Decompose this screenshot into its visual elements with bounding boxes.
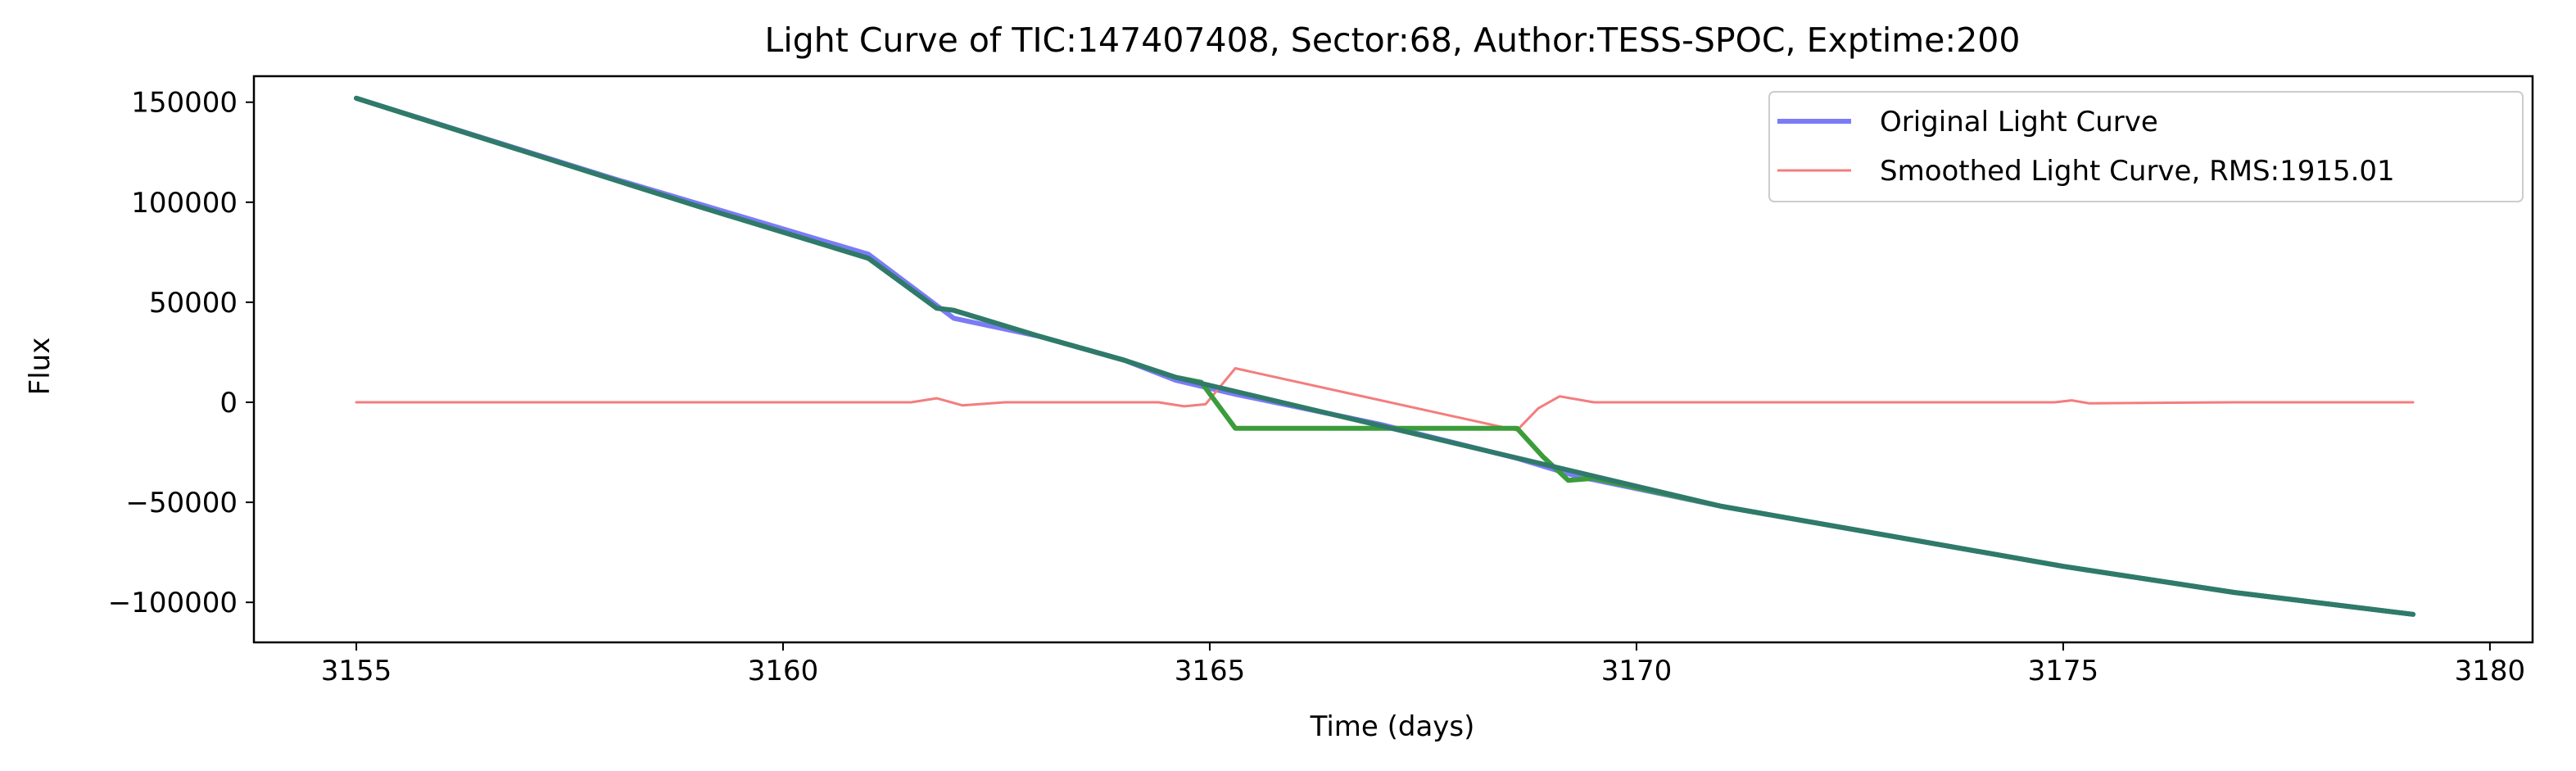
y-tick-label: 0	[220, 387, 238, 420]
legend-label: Smoothed Light Curve, RMS:1915.01	[1880, 155, 2395, 188]
axes-layer: 3155 3160 3165 3170 3175 3180 150000 100000 5000…	[108, 75, 2534, 687]
chart-title: Light Curve of TIC:147407408, Sector:68,…	[765, 20, 2021, 60]
legend: Original Light Curve Smoothed Light Curve…	[1768, 91, 2524, 202]
x-tick-label: 3175	[2028, 655, 2099, 687]
y-tick-label: 150000	[131, 87, 238, 120]
x-axis-label: Time (days)	[1310, 710, 1475, 743]
x-tick-label: 3180	[2455, 655, 2526, 687]
y-tick-label: −50000	[125, 487, 238, 519]
series-layer	[354, 95, 2416, 617]
series-line-2	[355, 367, 2415, 432]
x-tick-label: 3165	[1175, 655, 1246, 687]
legend-box	[1768, 91, 2524, 202]
series-line-4	[354, 95, 2416, 617]
y-axis-label: Flux	[24, 338, 57, 396]
x-tick-label: 3170	[1601, 655, 1673, 687]
y-tick-label: 50000	[149, 287, 238, 320]
legend-label: Original Light Curve	[1880, 106, 2158, 138]
y-tick-label: 100000	[131, 187, 238, 220]
y-tick-label: −100000	[108, 587, 238, 619]
x-tick-label: 3155	[321, 655, 392, 687]
plot-frame	[252, 75, 2534, 644]
x-tick-label: 3160	[748, 655, 819, 687]
